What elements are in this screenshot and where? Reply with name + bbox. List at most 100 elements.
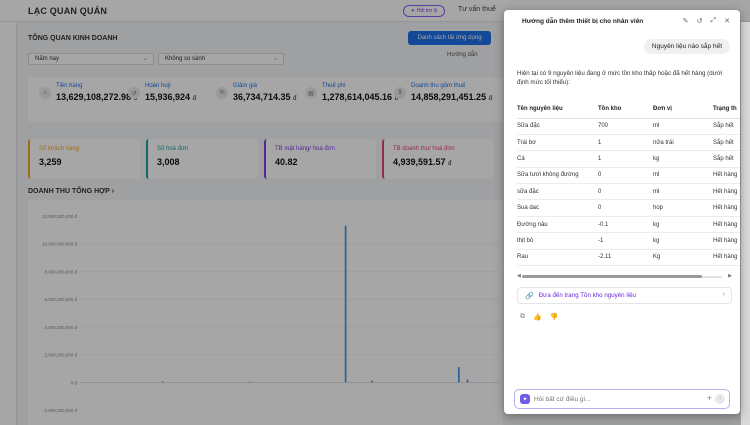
chevron-right-icon: › (722, 291, 725, 298)
user-message: Nguyên liệu nào sắp hết (643, 39, 730, 54)
table-row: Sua dac 0 hop Hết hàng (517, 199, 740, 217)
chart-bar[interactable] (249, 381, 251, 383)
table-cell: -1 (598, 232, 653, 250)
scroll-thumb[interactable] (522, 275, 702, 278)
chart-bar[interactable] (370, 380, 373, 383)
kpi-value: 15,936,924 đ (145, 92, 196, 102)
scroll-right-icon[interactable]: ▶ (728, 273, 732, 279)
table-cell: 1 (598, 150, 653, 168)
chart-bar[interactable] (458, 367, 460, 383)
scroll-left-icon[interactable]: ◀ (517, 273, 521, 279)
table-row: Đường nâu -0.1 kg Hết hàng (517, 216, 740, 234)
y-tick-label: 4,000,000,000 đ (44, 325, 77, 330)
thumbs-up-icon[interactable]: 👍 (533, 314, 542, 321)
table-cell: ml (653, 118, 713, 135)
kpi-tax: ▤ Thuế phí 1,278,614,045.16 đ (305, 83, 398, 102)
assistant-badge-label: Hỏi trợ lý (416, 8, 438, 14)
tax-advice-link[interactable]: Tư vấn thuế (458, 6, 496, 13)
home-icon: ⌂ (39, 87, 51, 99)
table-cell: Kg (653, 249, 713, 267)
compare-select[interactable]: Không so sánh ⌄ (158, 53, 284, 65)
plus-icon[interactable]: + (706, 393, 712, 403)
y-tick-label: 8,000,000,000 đ (44, 269, 77, 274)
chevron-right-icon: › (111, 188, 114, 195)
table-cell: Sắp hết (713, 134, 740, 152)
period-select-value: Năm nay (35, 56, 60, 62)
copy-icon[interactable]: ⧉ (520, 313, 525, 320)
refund-icon: ↺ (128, 87, 140, 99)
table-cell: Hết hàng (713, 183, 740, 201)
table-cell: Hết hàng (713, 167, 740, 185)
kpi-value: 14,858,291,451.25 đ (411, 92, 492, 102)
table-cell: Cá (517, 150, 598, 168)
chart-bar[interactable] (466, 379, 469, 383)
table-cell: kg (653, 232, 713, 250)
chart-title[interactable]: DOANH THU TỔNG HỢP › (28, 188, 114, 195)
table-horizontal-scrollbar[interactable]: ◀ ▶ (517, 273, 732, 279)
table-cell: 0 (598, 199, 653, 217)
send-icon[interactable]: ↑ (715, 394, 725, 404)
assistant-badge[interactable]: ✦ Hỏi trợ lý (403, 5, 445, 17)
chart-bar[interactable] (161, 381, 164, 383)
table-cell: -0.1 (598, 216, 653, 234)
period-select[interactable]: Năm nay ⌄ (28, 53, 154, 65)
kpi-revenue: $ Doanh thu gồm thuế 14,858,291,451.25 đ (394, 83, 492, 102)
expand-icon[interactable]: ⤢ (710, 17, 717, 24)
table-row: sữa đặc 0 ml Hết hàng (517, 183, 740, 201)
link-icon: 🔗 (525, 292, 534, 300)
table-cell: kg (653, 216, 713, 234)
tag-icon: % (216, 87, 228, 99)
card-customers: Số khách hàng 3,259 (28, 139, 140, 179)
kpi-value: 13,629,108,272.98 đ (56, 92, 137, 102)
inventory-table: Tên nguyên liệu Tồn kho Đơn vị Trạng th … (517, 101, 740, 267)
assistant-panel: Hướng dẫn thêm thiết bị cho nhân viên ✎ … (504, 10, 740, 414)
inventory-page-link[interactable]: 🔗 Đưa đến trang Tồn kho nguyên liệu › (517, 287, 732, 304)
kpi-value: 36,734,714.35 đ (233, 92, 297, 102)
kpi-label: Doanh thu gồm thuế (411, 83, 466, 89)
card-value: 3,259 (39, 157, 62, 167)
column-header: Đơn vị (653, 101, 713, 119)
table-cell: ml (653, 167, 713, 185)
kpi-value: 1,278,614,045.16 đ (322, 92, 398, 102)
table-cell: kg (653, 150, 713, 168)
assistant-logo-icon: ✦ (520, 394, 530, 404)
message-actions: ⧉ 👍 👎 (520, 313, 558, 321)
table-cell: ml (653, 183, 713, 201)
inventory-table-wrap[interactable]: Tên nguyên liệu Tồn kho Đơn vị Trạng th … (517, 101, 740, 279)
column-header: Tên nguyên liệu (517, 101, 598, 119)
close-icon[interactable]: ✕ (724, 18, 730, 25)
table-row: Sữa đặc 700 ml Sắp hết (517, 118, 740, 135)
table-cell: Sắp hết (713, 118, 740, 135)
y-tick-label: 10,000,000,000 đ (42, 242, 78, 247)
guide-link[interactable]: Hướng dẫn (447, 52, 478, 58)
table-cell: Hết hàng (713, 232, 740, 250)
chart-bar[interactable] (344, 225, 347, 383)
card-label: TB mặt hàng/ hoá đơn (275, 146, 335, 152)
inventory-link-text: Đưa đến trang Tồn kho nguyên liệu (538, 292, 636, 299)
download-list-button[interactable]: Danh sách tải ứng dụng (408, 31, 491, 45)
thumbs-down-icon[interactable]: 👎 (549, 314, 559, 321)
table-cell: Sữa đặc (517, 118, 598, 135)
kpi-label: Hoàn huỷ (145, 83, 171, 89)
assistant-intro: Hiện tại có 9 nguyên liệu đang ở mức tồn… (517, 70, 723, 87)
chat-input[interactable] (534, 394, 694, 405)
card-invoices: Số hoá đơn 3,008 (146, 139, 258, 179)
history-icon[interactable]: ↺ (696, 18, 703, 25)
kpi-label: Tiền hàng (56, 83, 83, 89)
table-cell: 0 (598, 167, 653, 185)
left-rail (0, 22, 17, 425)
table-row: Sữa tươi không đường 0 ml Hết hàng (517, 167, 740, 185)
revenue-chart: 12,000,000,000 đ 10,000,000,000 đ 8,000,00… (28, 200, 503, 425)
table-cell: Sắp hết (713, 150, 740, 168)
table-header-row: Tên nguyên liệu Tồn kho Đơn vị Trạng th (517, 101, 740, 119)
y-tick-label: -2,000,000,000 đ (43, 408, 78, 413)
panel-header: Hướng dẫn thêm thiết bị cho nhân viên ✎ … (504, 10, 740, 34)
new-chat-icon[interactable]: ✎ (682, 18, 689, 25)
table-cell: 1 (598, 134, 653, 152)
column-header: Trạng th (713, 101, 740, 119)
y-tick-label: 2,000,000,000 đ (44, 353, 77, 358)
table-cell: -2.11 (598, 249, 653, 267)
sparkle-icon: ✦ (410, 8, 415, 14)
table-cell: thịt bò (517, 232, 598, 250)
page-scrollbar[interactable] (741, 22, 750, 425)
